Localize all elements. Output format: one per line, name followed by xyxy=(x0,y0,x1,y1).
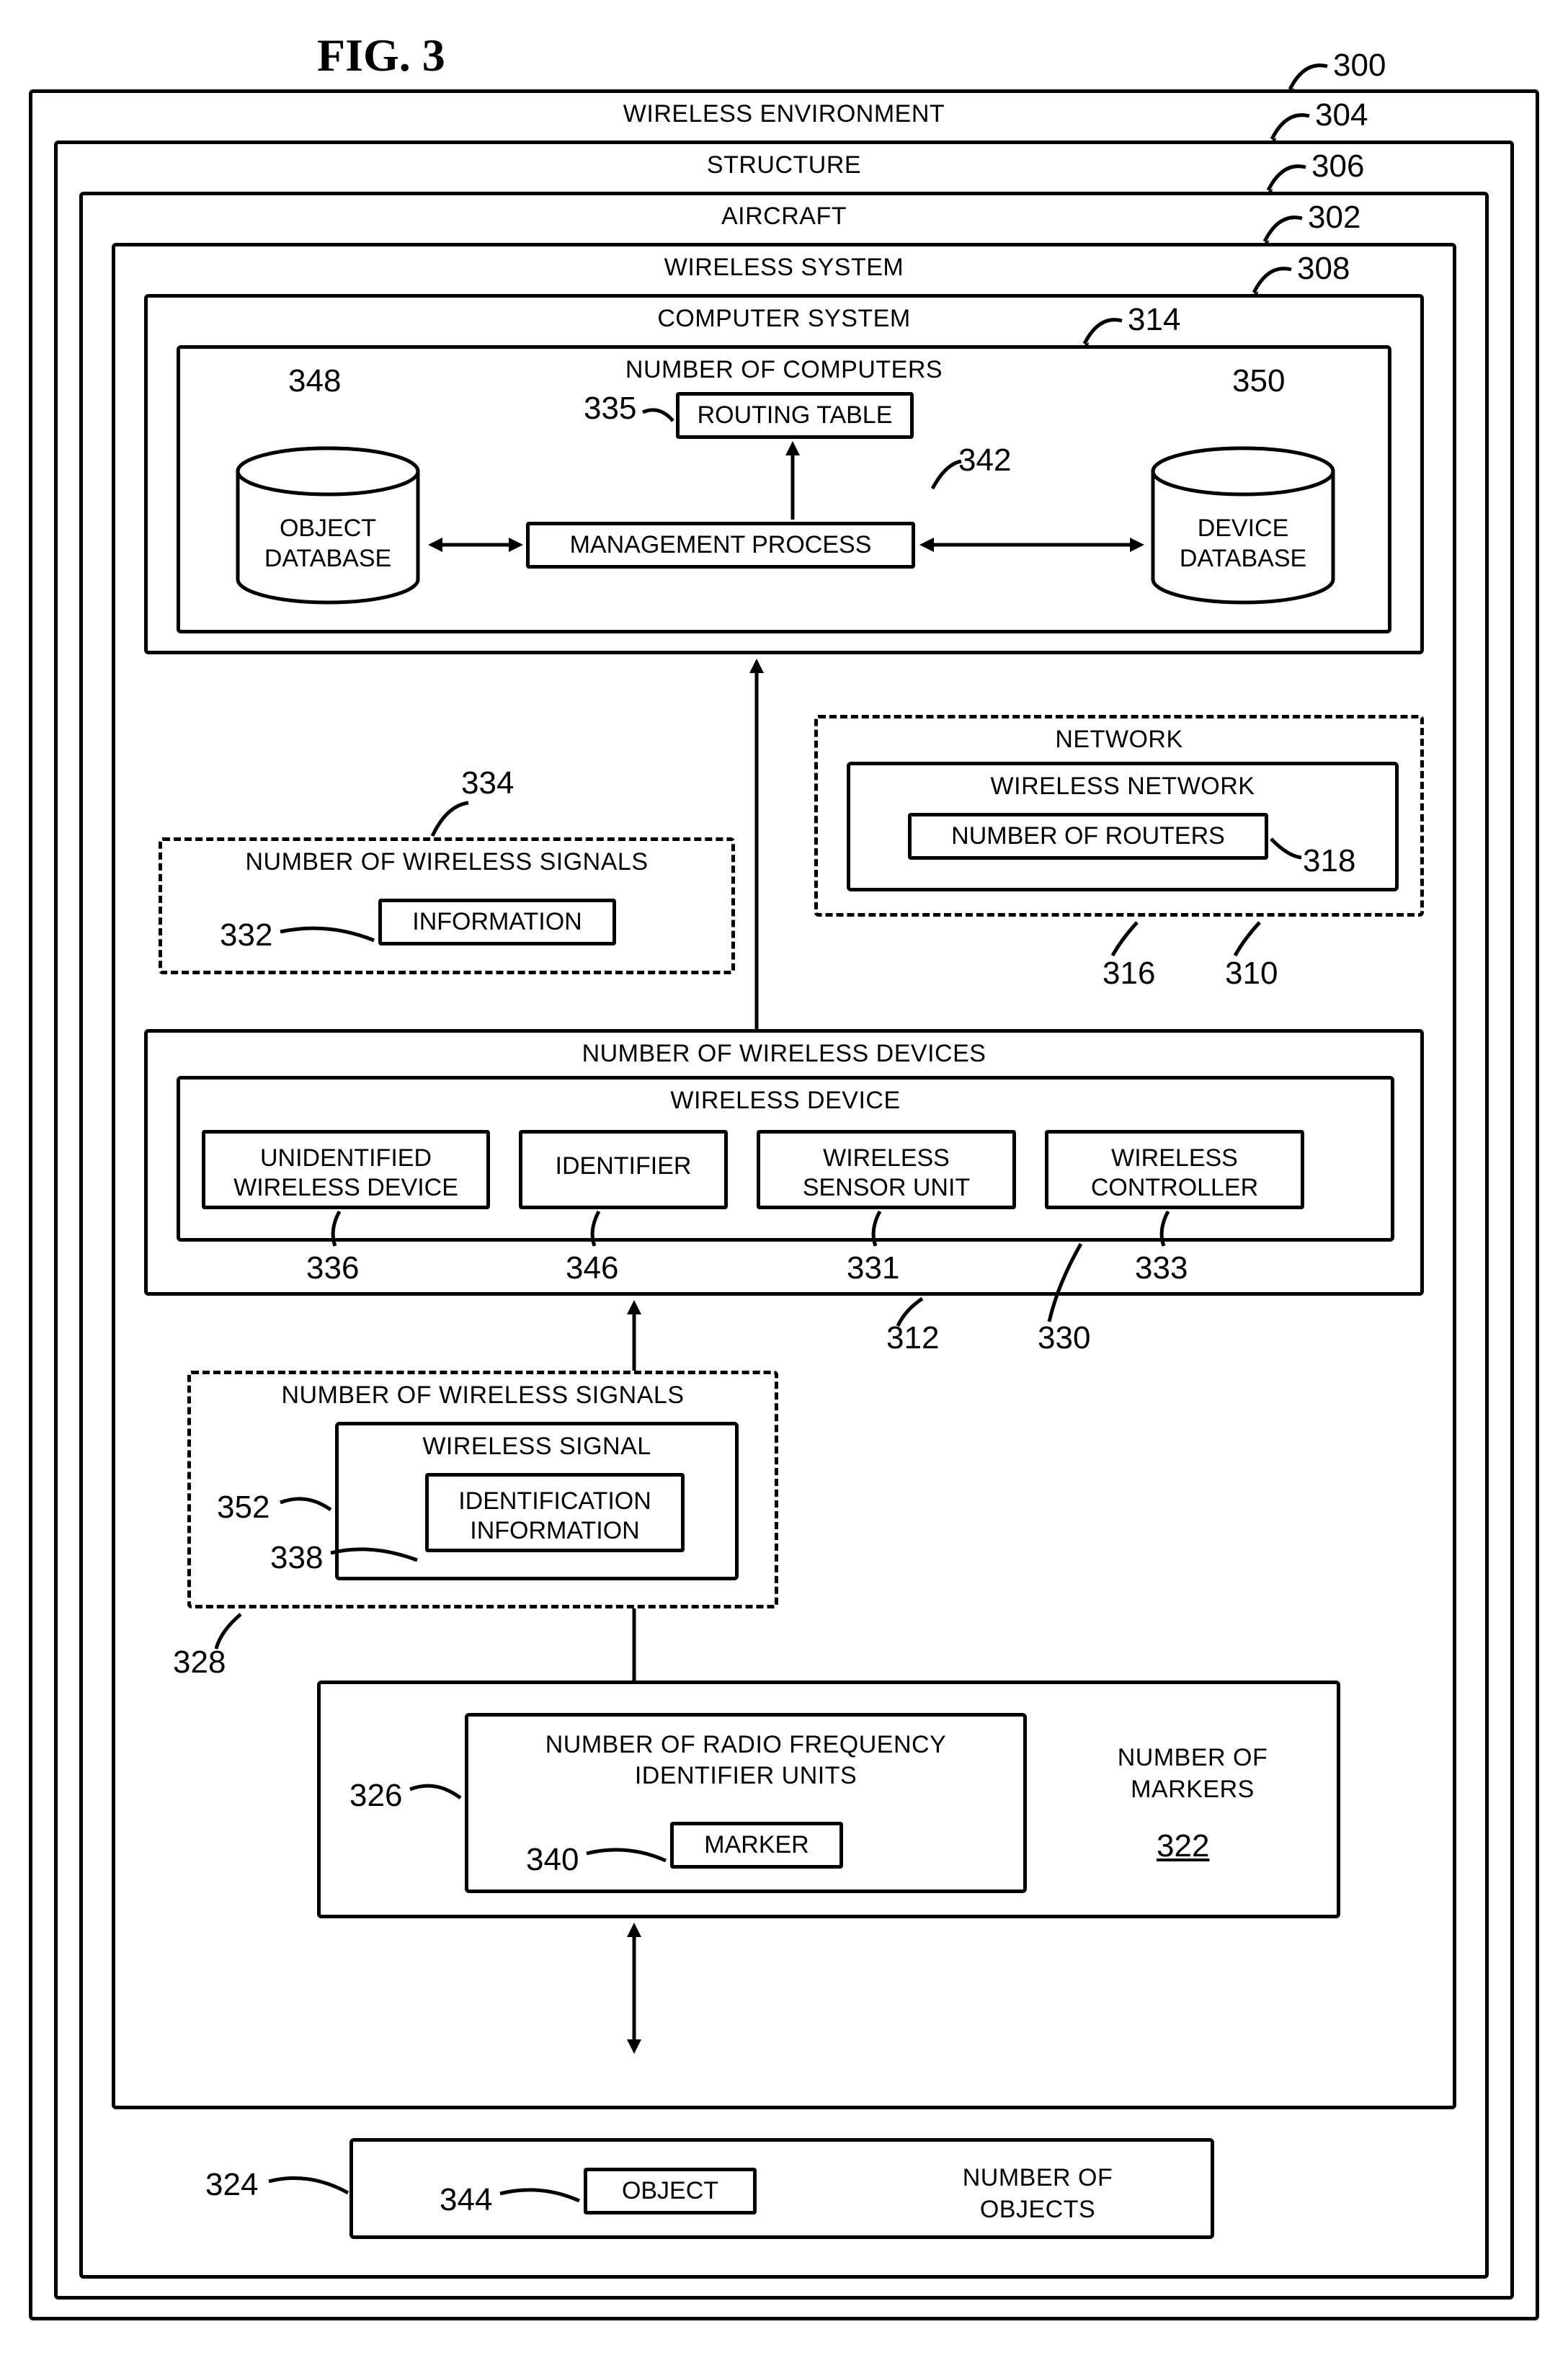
arrow-routing-mgmt xyxy=(778,437,807,523)
ref-306: 306 xyxy=(1311,148,1364,184)
leader-306 xyxy=(1261,154,1319,197)
leader-310 xyxy=(1231,920,1267,963)
box-structure: STRUCTURE 306 AIRCRAFT 302 xyxy=(54,141,1514,2300)
ref-338: 338 xyxy=(270,1540,323,1576)
leader-304 xyxy=(1265,103,1322,146)
arrow-markers-objects xyxy=(620,1920,649,2057)
box-network: NETWORK WIRELESS NETWORK NUMBER OF ROUTE… xyxy=(814,715,1424,917)
box-id-info: IDENTIFICATIONINFORMATION xyxy=(425,1473,685,1552)
leader-334 xyxy=(425,800,476,843)
leader-346 xyxy=(584,1209,613,1252)
box-routing-table: ROUTING TABLE xyxy=(676,392,914,439)
svg-text:DEVICE: DEVICE xyxy=(1198,515,1289,542)
svg-text:DATABASE: DATABASE xyxy=(264,545,391,572)
leader-328 xyxy=(212,1611,255,1655)
leader-336 xyxy=(325,1209,354,1252)
ref-302: 302 xyxy=(1308,200,1360,236)
label-num-computers: NUMBER OF COMPUTERS xyxy=(180,349,1388,387)
ref-333: 333 xyxy=(1135,1250,1188,1286)
cylinder-object-db: OBJECT DATABASE xyxy=(231,442,425,615)
ref-324: 324 xyxy=(205,2167,258,2203)
box-computer-system: COMPUTER SYSTEM 314 NUMBER OF COMPUTERS xyxy=(144,294,1424,654)
box-num-rfid: NUMBER OF RADIO FREQUENCYIDENTIFIER UNIT… xyxy=(465,1713,1027,1893)
leader-335 xyxy=(641,404,677,425)
leader-332 xyxy=(277,920,378,949)
ref-348: 348 xyxy=(288,363,341,399)
leader-340 xyxy=(584,1842,670,1871)
label-wireless-network: WIRELESS NETWORK xyxy=(850,765,1395,804)
box-marker: MARKER xyxy=(670,1822,843,1869)
ref-346: 346 xyxy=(566,1250,618,1286)
box-num-markers: NUMBER OF RADIO FREQUENCYIDENTIFIER UNIT… xyxy=(317,1681,1340,1918)
box-identifier: IDENTIFIER xyxy=(519,1130,728,1209)
box-object: OBJECT xyxy=(584,2168,757,2215)
ref-300: 300 xyxy=(1333,48,1386,84)
leader-338 xyxy=(328,1540,422,1569)
leader-330 xyxy=(1045,1241,1088,1327)
label-wireless-device: WIRELESS DEVICE xyxy=(180,1080,1391,1118)
label-num-rfid: NUMBER OF RADIO FREQUENCYIDENTIFIER UNIT… xyxy=(468,1717,1023,1794)
label-wireless-signal: WIRELESS SIGNAL xyxy=(339,1425,735,1464)
label-num-markers: NUMBER OFMARKERS xyxy=(1070,1742,1315,1805)
arrow-objdb-mgmt xyxy=(425,530,526,559)
leader-302 xyxy=(1257,205,1315,249)
label-num-objects: NUMBER OFOBJECTS xyxy=(915,2162,1160,2225)
svg-text:DATABASE: DATABASE xyxy=(1180,545,1306,572)
arrow-mgmt-devdb xyxy=(917,530,1147,559)
box-num-computers: NUMBER OF COMPUTERS 348 335 350 xyxy=(177,345,1391,633)
cylinder-device-db: DEVICE DATABASE xyxy=(1146,442,1340,615)
ref-314: 314 xyxy=(1128,302,1180,338)
leader-342 xyxy=(930,460,966,492)
box-wireless-system: WIRELESS SYSTEM 308 COMPUTER SYSTEM 314 xyxy=(112,243,1456,2109)
box-unidentified-wd: UNIDENTIFIEDWIRELESS DEVICE xyxy=(202,1130,490,1209)
ref-350: 350 xyxy=(1232,363,1285,399)
leader-312 xyxy=(894,1296,930,1332)
leader-308 xyxy=(1247,257,1304,300)
box-num-wireless-devices: NUMBER OF WIRELESS DEVICES WIRELESS DEVI… xyxy=(144,1029,1424,1296)
leader-316 xyxy=(1108,920,1144,963)
label-network: NETWORK xyxy=(818,718,1420,757)
ref-342: 342 xyxy=(958,442,1011,479)
svg-text:OBJECT: OBJECT xyxy=(280,515,376,542)
box-wireless-device: WIRELESS DEVICE UNIDENTIFIEDWIRELESS DEV… xyxy=(177,1076,1394,1242)
leader-352 xyxy=(277,1490,335,1518)
box-information: INFORMATION xyxy=(378,899,616,945)
label-num-wireless-signals-1: NUMBER OF WIRELESS SIGNALS xyxy=(162,841,731,879)
leader-344 xyxy=(497,2182,584,2211)
label-computer-system: COMPUTER SYSTEM xyxy=(148,298,1420,336)
box-num-objects: OBJECT 344 NUMBER OFOBJECTS xyxy=(349,2138,1214,2239)
box-wireless-controller: WIRELESSCONTROLLER xyxy=(1045,1130,1304,1209)
box-num-wireless-signals-1: NUMBER OF WIRELESS SIGNALS INFORMATION 3… xyxy=(159,837,735,974)
ref-335: 335 xyxy=(584,391,636,427)
ref-322: 322 xyxy=(1157,1828,1209,1864)
leader-314 xyxy=(1077,308,1135,351)
box-wireless-network: WIRELESS NETWORK NUMBER OF ROUTERS 318 xyxy=(847,762,1399,891)
ref-332: 332 xyxy=(220,917,272,953)
leader-324 xyxy=(266,2170,352,2199)
ref-344: 344 xyxy=(440,2182,492,2218)
box-wireless-sensor-unit: WIRELESSSENSOR UNIT xyxy=(757,1130,1016,1209)
ref-331: 331 xyxy=(847,1250,899,1286)
box-wireless-environment: WIRELESS ENVIRONMENT 304 STRUCTURE 306 A… xyxy=(29,89,1539,2320)
ref-352: 352 xyxy=(217,1490,270,1526)
ref-326: 326 xyxy=(349,1778,402,1814)
box-management-process: MANAGEMENT PROCESS xyxy=(526,522,915,569)
label-num-wireless-signals-2: NUMBER OF WIRELESS SIGNALS xyxy=(191,1374,775,1412)
leader-333 xyxy=(1154,1209,1182,1252)
leader-318 xyxy=(1270,834,1306,863)
leader-326 xyxy=(407,1778,465,1807)
box-num-routers: NUMBER OF ROUTERS xyxy=(908,813,1268,860)
box-num-wireless-signals-2: NUMBER OF WIRELESS SIGNALS WIRELESS SIGN… xyxy=(187,1371,778,1608)
ref-336: 336 xyxy=(306,1250,359,1286)
label-num-wireless-devices: NUMBER OF WIRELESS DEVICES xyxy=(148,1033,1420,1071)
ref-334: 334 xyxy=(461,765,514,801)
box-aircraft: AIRCRAFT 302 WIRELESS SYSTEM 308 xyxy=(79,192,1489,2279)
leader-331 xyxy=(865,1209,894,1252)
ref-318: 318 xyxy=(1303,843,1355,879)
ref-308: 308 xyxy=(1297,251,1350,287)
ref-340: 340 xyxy=(526,1842,579,1878)
ref-304: 304 xyxy=(1315,97,1368,133)
